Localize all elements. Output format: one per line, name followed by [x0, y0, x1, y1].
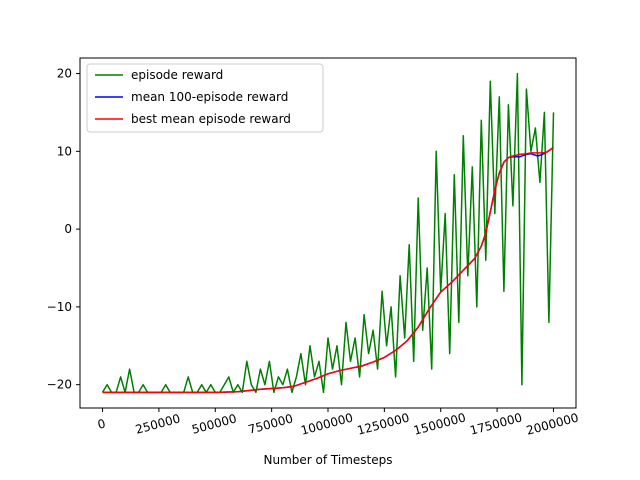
legend-label: episode reward [131, 68, 223, 82]
y-tick-label: −20 [47, 378, 72, 392]
y-tick-label: 20 [57, 67, 72, 81]
series-line-best-mean-episode-reward [102, 146, 554, 394]
y-tick-label: 0 [64, 222, 72, 236]
x-tick-label: 0 [96, 416, 107, 432]
y-axis: −20 −10 0 10 20 [47, 67, 80, 392]
legend-box [86, 63, 324, 133]
legend-label: best mean episode reward [131, 112, 291, 126]
x-axis-label: Number of Timesteps [264, 453, 393, 467]
y-tick-label: 10 [57, 144, 72, 158]
legend-label: mean 100-episode reward [131, 90, 288, 104]
legend: episode reward mean 100-episode reward bes… [86, 63, 324, 133]
y-tick-label: −10 [47, 300, 72, 314]
plot-area [101, 72, 555, 394]
